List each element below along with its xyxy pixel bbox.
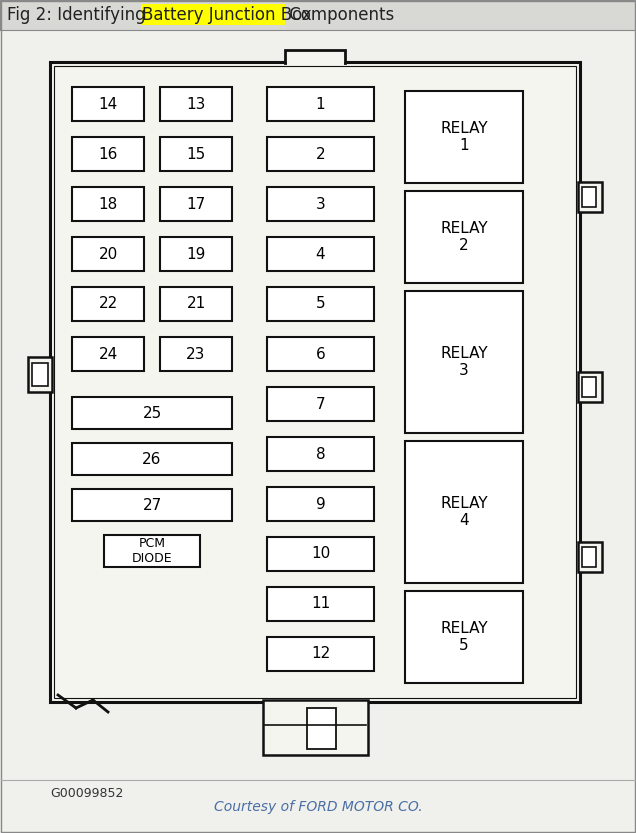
Bar xyxy=(405,91,523,183)
Text: 26: 26 xyxy=(142,451,162,466)
Text: RELAY
4: RELAY 4 xyxy=(440,496,488,528)
Bar xyxy=(0,0,636,30)
Bar xyxy=(285,50,345,63)
Bar xyxy=(405,591,523,683)
Text: 2: 2 xyxy=(315,147,325,162)
Bar xyxy=(267,287,374,321)
Bar xyxy=(160,237,232,271)
Bar xyxy=(582,377,596,397)
Bar xyxy=(405,291,523,433)
Text: 19: 19 xyxy=(186,247,205,262)
Text: 15: 15 xyxy=(186,147,205,162)
Bar xyxy=(72,489,232,521)
Bar xyxy=(578,372,602,402)
Bar xyxy=(72,137,144,171)
Text: Courtesy of FORD MOTOR CO.: Courtesy of FORD MOTOR CO. xyxy=(214,800,422,814)
Bar xyxy=(160,287,232,321)
Bar xyxy=(28,357,52,392)
Bar xyxy=(72,87,144,121)
Text: 25: 25 xyxy=(142,406,162,421)
Bar xyxy=(405,441,523,583)
Bar xyxy=(160,337,232,371)
Bar xyxy=(267,237,374,271)
Bar xyxy=(104,535,200,567)
Bar xyxy=(267,537,374,571)
Bar xyxy=(160,87,232,121)
Bar xyxy=(578,542,602,572)
Bar xyxy=(286,61,343,65)
Bar xyxy=(54,66,576,698)
Bar xyxy=(72,287,144,321)
Bar xyxy=(267,337,374,371)
Text: RELAY
5: RELAY 5 xyxy=(440,621,488,653)
Bar xyxy=(72,337,144,371)
Bar xyxy=(307,708,336,749)
Text: 11: 11 xyxy=(311,596,330,611)
Bar xyxy=(50,62,580,702)
Text: 4: 4 xyxy=(315,247,325,262)
Bar xyxy=(267,87,374,121)
Text: RELAY
3: RELAY 3 xyxy=(440,346,488,378)
Text: 7: 7 xyxy=(315,397,325,412)
Text: 16: 16 xyxy=(99,147,118,162)
Text: 5: 5 xyxy=(315,297,325,312)
Text: 17: 17 xyxy=(186,197,205,212)
Text: RELAY
1: RELAY 1 xyxy=(440,121,488,153)
Bar xyxy=(582,187,596,207)
Bar xyxy=(141,3,285,24)
Text: Fig 2: Identifying: Fig 2: Identifying xyxy=(7,6,151,24)
Bar xyxy=(582,547,596,567)
Bar xyxy=(267,137,374,171)
Text: 12: 12 xyxy=(311,646,330,661)
Bar xyxy=(0,780,636,833)
Text: 10: 10 xyxy=(311,546,330,561)
Bar xyxy=(267,587,374,621)
Text: 18: 18 xyxy=(99,197,118,212)
Bar xyxy=(160,137,232,171)
Bar xyxy=(160,187,232,221)
Text: 6: 6 xyxy=(315,347,326,362)
Text: 9: 9 xyxy=(315,496,326,511)
Text: 21: 21 xyxy=(186,297,205,312)
Text: Battery Junction Box: Battery Junction Box xyxy=(142,6,312,24)
Bar xyxy=(267,637,374,671)
Text: 14: 14 xyxy=(99,97,118,112)
Text: RELAY
2: RELAY 2 xyxy=(440,221,488,253)
Text: 13: 13 xyxy=(186,97,205,112)
Bar xyxy=(405,191,523,283)
Text: 8: 8 xyxy=(315,446,325,461)
Text: PCM
DIODE: PCM DIODE xyxy=(132,537,172,565)
Bar xyxy=(578,182,602,212)
Bar xyxy=(72,187,144,221)
Bar xyxy=(267,437,374,471)
Text: 3: 3 xyxy=(315,197,326,212)
Text: 22: 22 xyxy=(99,297,118,312)
Text: 23: 23 xyxy=(186,347,205,362)
Text: G00099852: G00099852 xyxy=(50,787,123,800)
Bar xyxy=(263,700,368,755)
Text: 1: 1 xyxy=(315,97,325,112)
Text: Components: Components xyxy=(284,6,394,24)
Bar xyxy=(267,187,374,221)
Bar xyxy=(32,363,48,386)
Bar xyxy=(72,237,144,271)
Bar xyxy=(72,397,232,429)
Text: 27: 27 xyxy=(142,497,162,512)
Text: 20: 20 xyxy=(99,247,118,262)
Bar xyxy=(267,387,374,421)
Bar xyxy=(267,487,374,521)
Bar xyxy=(72,443,232,475)
Text: 24: 24 xyxy=(99,347,118,362)
